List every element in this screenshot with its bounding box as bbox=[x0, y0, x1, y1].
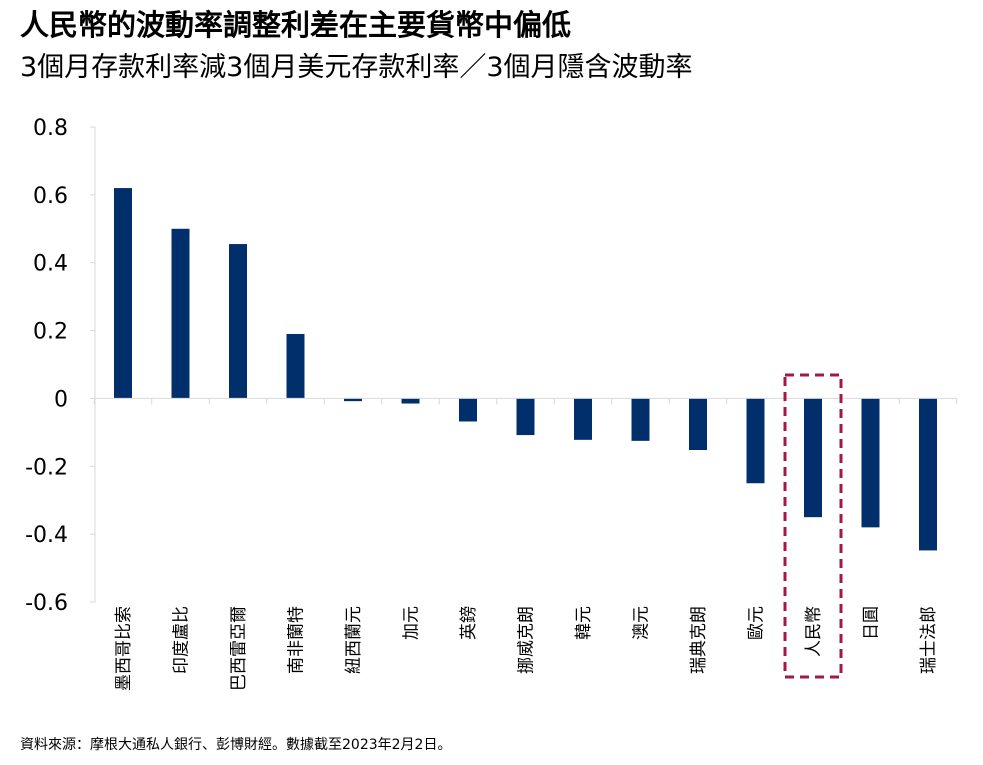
bars bbox=[114, 188, 937, 551]
bar bbox=[746, 398, 765, 484]
category-label: 加元 bbox=[402, 606, 422, 640]
bar bbox=[114, 188, 132, 399]
category-label: 巴西雷亞爾 bbox=[229, 606, 249, 691]
category-label: 瑞典克朗 bbox=[689, 606, 709, 674]
category-label: 印度盧比 bbox=[172, 606, 192, 674]
y-tick-label: -0.4 bbox=[25, 523, 68, 548]
y-tick-label: -0.6 bbox=[25, 591, 68, 616]
category-label: 澳元 bbox=[632, 606, 652, 640]
category-label: 人民幣 bbox=[804, 606, 824, 657]
category-label: 紐西蘭元 bbox=[344, 606, 364, 674]
y-tick-label: 0.6 bbox=[33, 184, 68, 209]
bar bbox=[401, 398, 420, 404]
y-tick-label: 0.4 bbox=[33, 252, 68, 277]
bar bbox=[171, 228, 190, 399]
y-tick-label: 0.8 bbox=[33, 116, 68, 141]
bar bbox=[574, 398, 592, 440]
source-note: 資料來源：摩根大通私人銀行、彭博財經。數據截至2023年2月2日。 bbox=[20, 737, 452, 753]
bar bbox=[516, 398, 535, 436]
bar bbox=[459, 398, 477, 422]
category-label: 挪威克朗 bbox=[517, 606, 537, 674]
category-label: 歐元 bbox=[747, 606, 767, 640]
y-tick-label: 0 bbox=[54, 387, 68, 412]
category-labels: 墨西哥比索 印度盧比 巴西雷亞爾 南非蘭特 紐西蘭元 加元 英鎊 挪威克朗 韓元 澳元 瑞典克朗 歐元… bbox=[114, 606, 939, 691]
bar bbox=[229, 244, 247, 399]
bar bbox=[919, 398, 937, 551]
bar bbox=[804, 398, 822, 518]
y-tick-label: -0.2 bbox=[25, 455, 68, 480]
chart-subtitle: 3個月存款利率減3個月美元存款利率／3個月隱含波動率 bbox=[20, 52, 693, 83]
category-label: 日圓 bbox=[862, 606, 882, 640]
bar bbox=[286, 333, 305, 399]
bar bbox=[689, 398, 707, 450]
category-label: 韓元 bbox=[574, 606, 594, 640]
y-tick-label: 0.2 bbox=[33, 320, 68, 345]
y-axis: -0.6 -0.4 -0.2 0 0.2 0.4 0.6 0.8 bbox=[25, 116, 96, 616]
x-axis bbox=[93, 397, 958, 405]
bar bbox=[344, 398, 362, 402]
bar bbox=[631, 398, 650, 441]
chart-title: 人民幣的波動率調整利差在主要貨幣中偏低 bbox=[20, 8, 572, 42]
bar bbox=[861, 398, 880, 528]
category-label: 南非蘭特 bbox=[287, 606, 307, 674]
category-label: 瑞士法郎 bbox=[919, 606, 939, 674]
category-label: 墨西哥比索 bbox=[114, 606, 134, 691]
category-label: 英鎊 bbox=[459, 606, 479, 640]
